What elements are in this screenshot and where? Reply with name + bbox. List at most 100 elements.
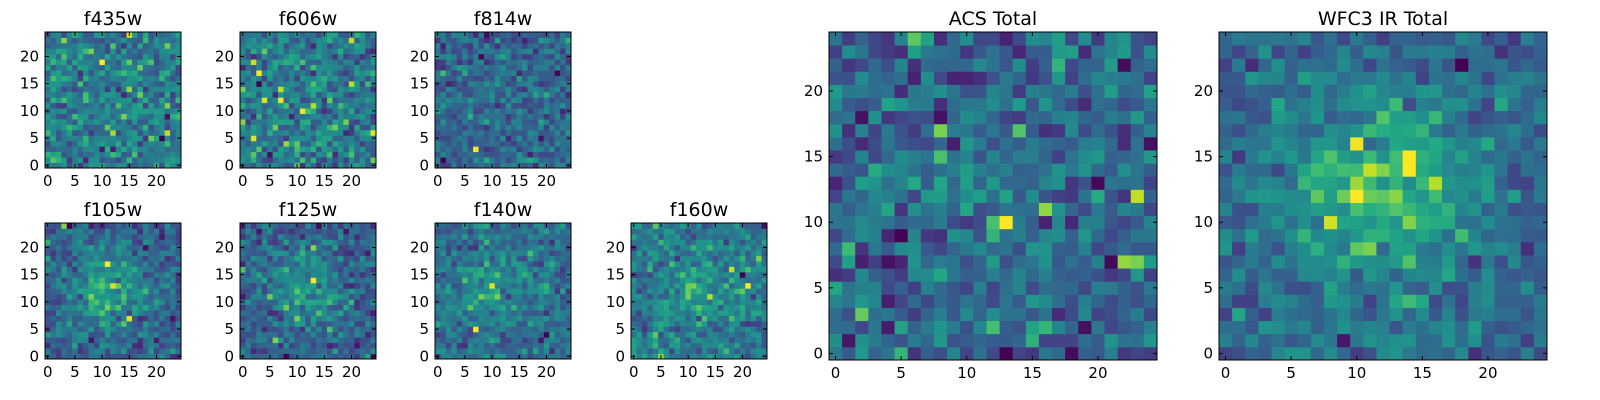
heatmap-cell <box>159 64 166 71</box>
heatmap-cell <box>365 146 371 153</box>
heatmap-cell <box>283 255 290 262</box>
heatmap-cell <box>332 157 339 163</box>
heatmap-cell <box>327 304 333 311</box>
heatmap-cell <box>663 244 670 251</box>
heatmap-cell <box>868 281 882 295</box>
heatmap-cell <box>55 157 62 163</box>
heatmap-cell <box>636 326 643 333</box>
heatmap-cell <box>348 37 355 44</box>
heatmap-cell <box>1012 255 1027 269</box>
heatmap-cell <box>126 37 133 44</box>
heatmap-cell <box>679 239 686 246</box>
heatmap-cell <box>456 348 463 354</box>
heatmap-cell <box>66 293 73 300</box>
heatmap-cell <box>148 70 155 76</box>
heatmap-cell <box>494 129 501 136</box>
heatmap-cell <box>83 223 89 229</box>
heatmap-cell <box>511 337 517 344</box>
heatmap-cell <box>159 162 166 169</box>
heatmap-cell <box>45 337 51 344</box>
heatmap-cell <box>132 293 138 300</box>
heatmap-cell <box>718 310 724 316</box>
heatmap-cell <box>478 282 485 289</box>
heatmap-cell <box>256 315 263 322</box>
heatmap-cell <box>907 268 922 282</box>
heatmap-cell <box>745 293 752 300</box>
heatmap-cell <box>310 228 317 235</box>
y-tick-label: 15 <box>410 75 429 93</box>
heatmap-cell <box>532 239 539 246</box>
heatmap-cell <box>55 337 62 344</box>
heatmap-cell <box>494 146 501 153</box>
heatmap-cell <box>164 250 171 257</box>
heatmap-cell <box>294 119 301 125</box>
heatmap-cell <box>83 113 89 120</box>
heatmap-cell <box>61 108 68 114</box>
heatmap-cell <box>316 75 322 82</box>
heatmap-cell <box>494 135 501 142</box>
heatmap-cell <box>745 233 752 240</box>
heatmap-cell <box>240 304 246 311</box>
heatmap-cell <box>321 124 328 131</box>
heatmap-cell <box>148 129 155 136</box>
heatmap-cell <box>560 342 566 349</box>
heatmap-cell <box>462 91 469 98</box>
heatmap-cell <box>462 86 469 93</box>
heatmap-cell <box>500 271 507 278</box>
heatmap-cell <box>554 129 561 136</box>
heatmap-cell <box>261 86 268 93</box>
heatmap-cell <box>1091 215 1105 230</box>
heatmap-cell <box>256 326 263 333</box>
heatmap-cell <box>104 348 111 354</box>
heatmap-cell <box>690 342 697 349</box>
heatmap-cell <box>973 215 987 230</box>
heatmap-cell <box>761 223 768 229</box>
heatmap-cell <box>256 119 263 125</box>
heatmap-cell <box>999 294 1014 308</box>
heatmap-cell <box>77 97 84 104</box>
heatmap-cell <box>511 304 517 311</box>
heatmap-cell <box>121 353 127 360</box>
heatmap-cell <box>728 293 735 300</box>
heatmap-cell <box>126 261 133 267</box>
heatmap-cell <box>240 255 246 262</box>
heatmap-cell <box>288 250 295 257</box>
heatmap-cell <box>159 348 166 354</box>
heatmap-cell <box>321 70 328 76</box>
heatmap-cell <box>543 119 550 125</box>
heatmap-cell <box>110 337 117 344</box>
heatmap-cell <box>543 261 550 267</box>
heatmap-cell <box>500 70 507 76</box>
heatmap-cell <box>250 42 257 49</box>
heatmap-cell <box>337 75 344 82</box>
heatmap-cell <box>121 239 127 246</box>
heatmap-cell <box>348 261 355 267</box>
heatmap-cell <box>1052 281 1066 295</box>
heatmap-cell <box>83 146 89 153</box>
heatmap-cell <box>50 271 57 278</box>
heatmap-cell <box>756 282 762 289</box>
heatmap-cell <box>483 255 490 262</box>
heatmap-cell <box>55 32 62 38</box>
heatmap-cell <box>701 348 708 354</box>
heatmap-cell <box>1052 163 1066 177</box>
heatmap-cell <box>137 129 144 136</box>
heatmap-cell <box>45 102 51 109</box>
heatmap-cell <box>920 163 935 177</box>
heatmap-cell <box>121 288 127 295</box>
heatmap-cell <box>121 59 127 66</box>
heatmap-cell <box>947 241 961 256</box>
heatmap-cell <box>245 42 252 49</box>
heatmap-cell <box>947 228 961 243</box>
heatmap-cell <box>267 146 274 153</box>
heatmap-cell <box>986 320 1000 335</box>
heatmap-cell <box>532 135 539 142</box>
heatmap-cell <box>478 37 485 44</box>
heatmap-cell <box>170 266 176 273</box>
heatmap-cell <box>50 326 57 333</box>
heatmap-cell <box>565 233 572 240</box>
heatmap-cell <box>527 151 534 158</box>
heatmap-cell <box>435 70 441 76</box>
heatmap-cell <box>829 202 843 217</box>
heatmap-cell <box>489 102 496 109</box>
